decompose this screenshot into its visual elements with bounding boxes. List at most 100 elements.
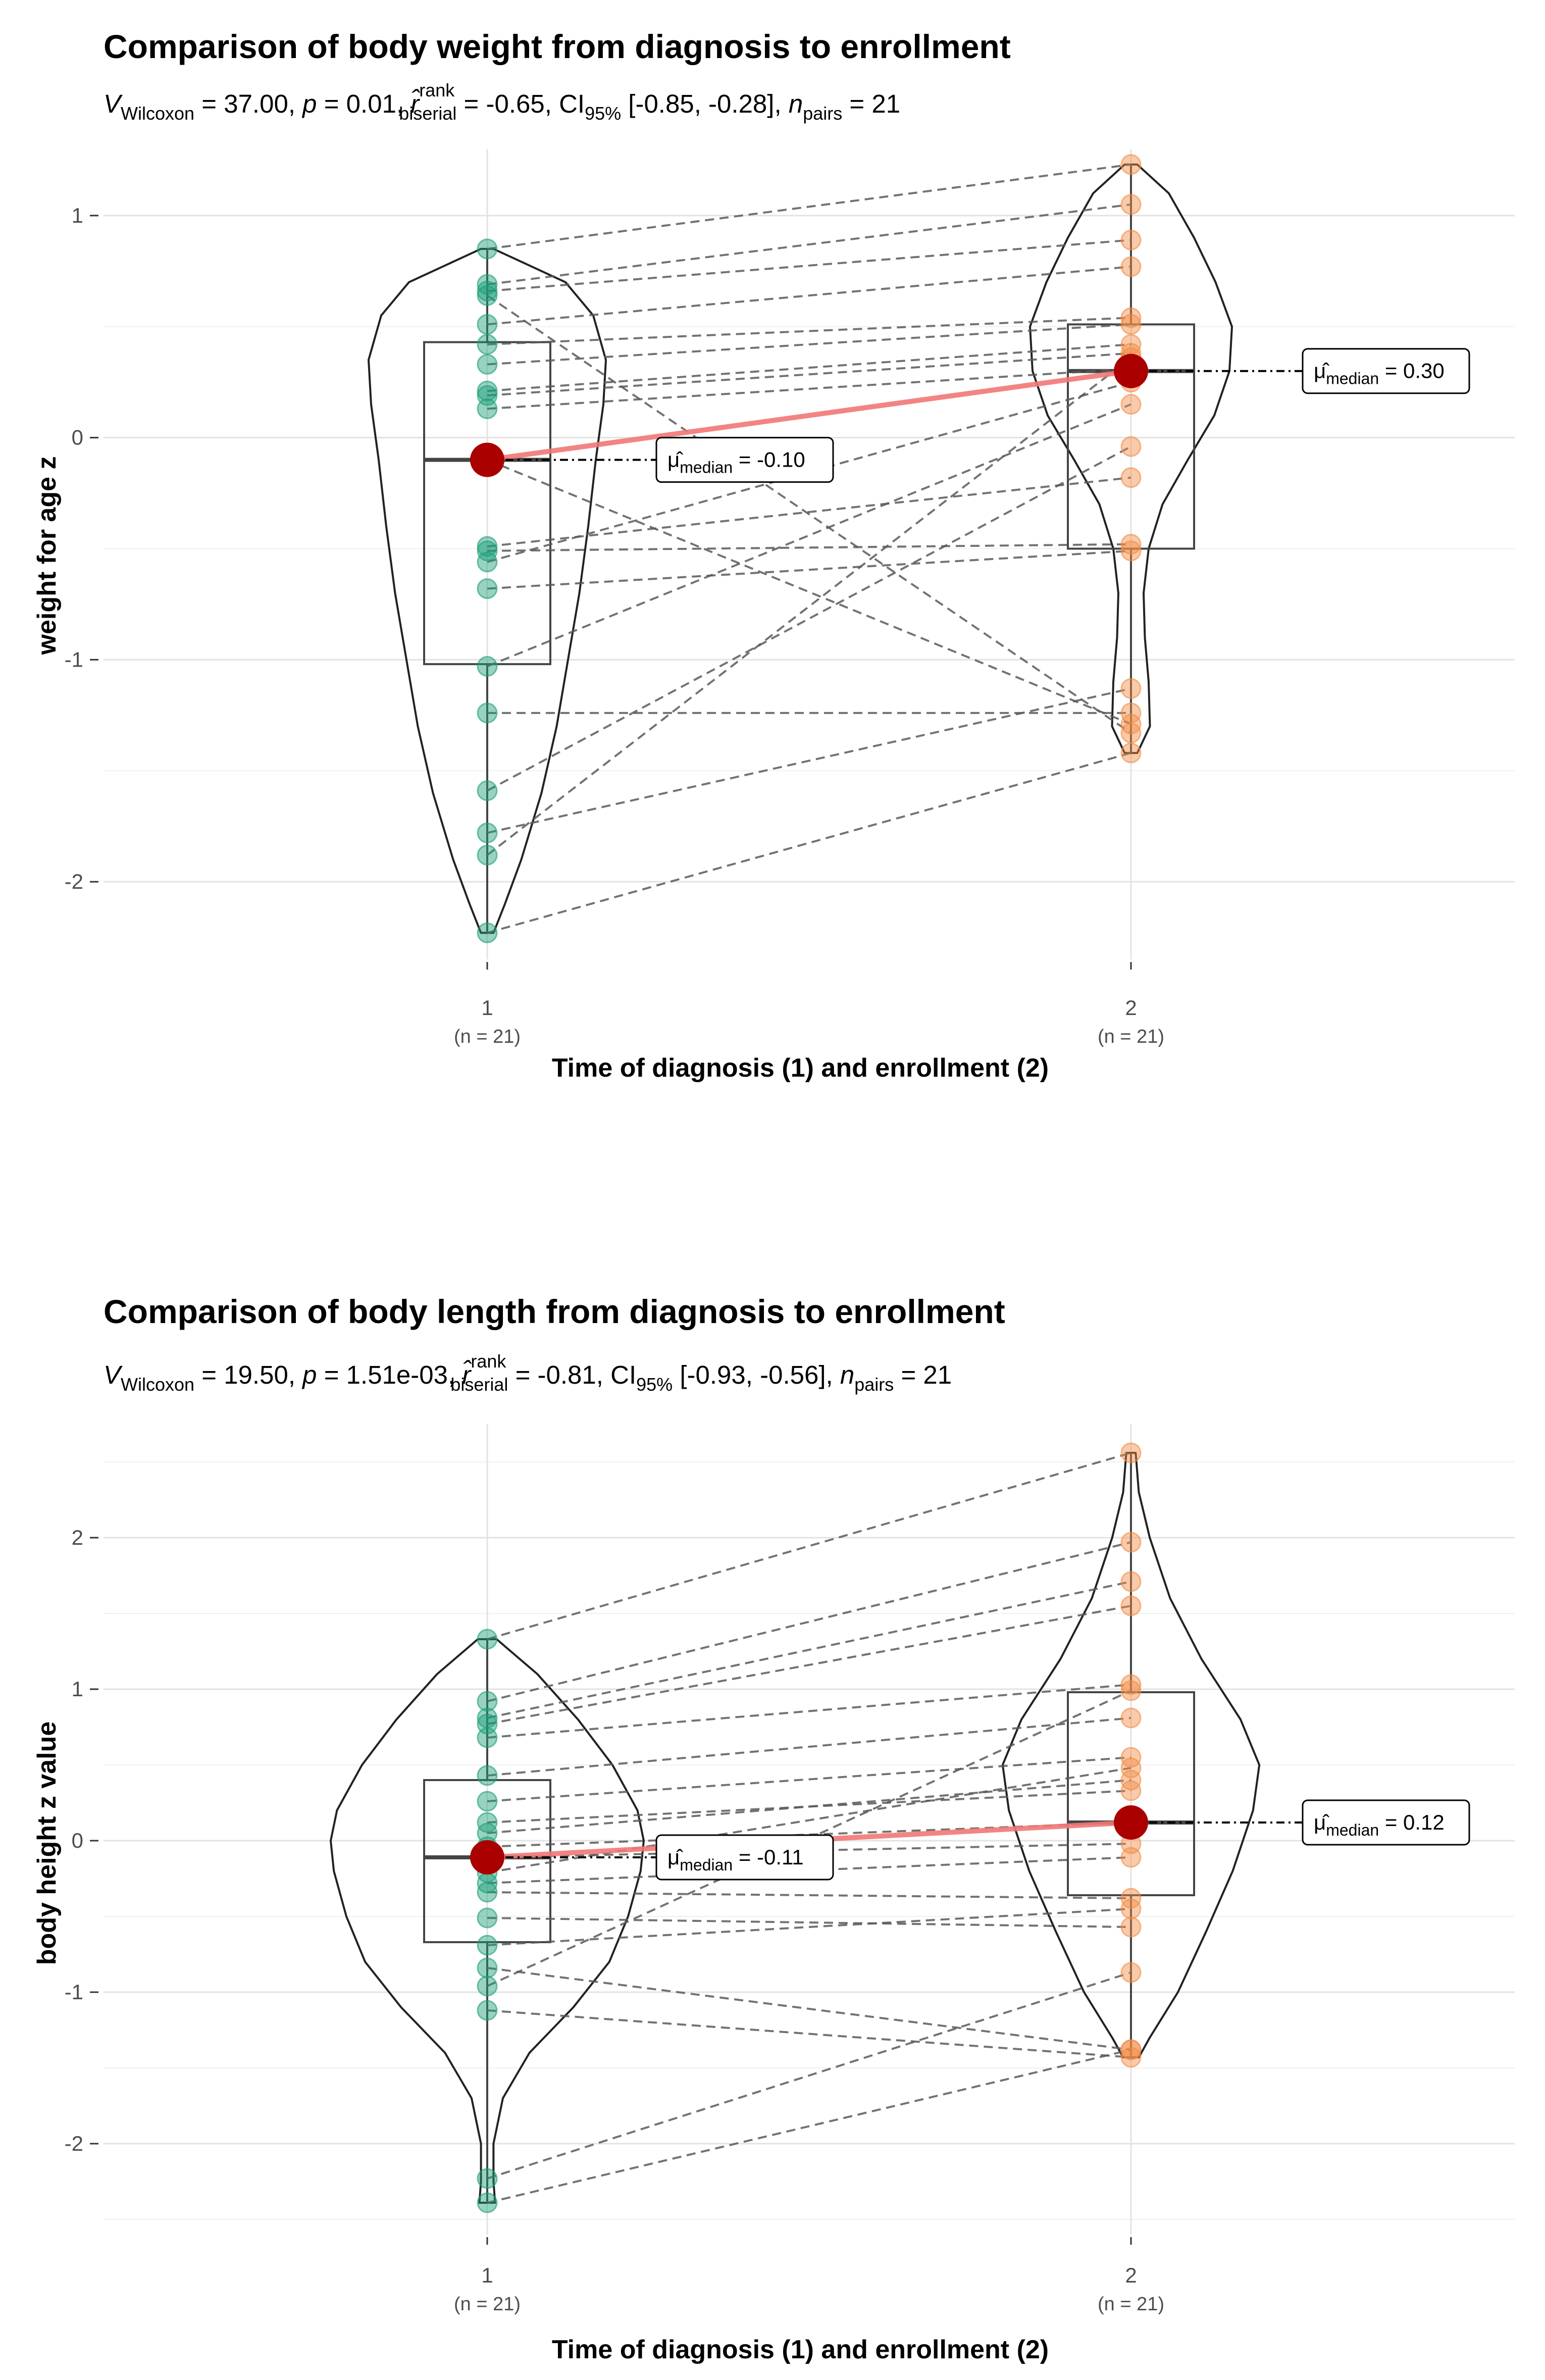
pair-line (487, 203, 1131, 286)
chart-subtitle: VWilcoxon = 19.50, p = 1.51e-03, r̂rank b… (104, 1351, 952, 1395)
data-point (1120, 256, 1142, 277)
data-point (477, 2192, 498, 2213)
y-tick-label: -2 (65, 2132, 83, 2155)
data-point (1120, 1680, 1142, 1701)
pair-line (487, 2049, 1131, 2204)
pair-line (487, 1821, 1131, 1848)
median-label-box (655, 1834, 834, 1881)
data-point (477, 1791, 498, 1812)
y-tick-label: -2 (65, 870, 83, 893)
pair-line (487, 352, 1131, 397)
data-point (1120, 2039, 1142, 2060)
data-point (1120, 314, 1142, 335)
pair-line (486, 357, 1132, 856)
data-point (477, 1727, 498, 1748)
y-axis-label: body height z value (32, 1721, 62, 1965)
data-point (477, 2168, 498, 2189)
data-point (1120, 742, 1142, 764)
median-point (1114, 1805, 1148, 1840)
y-tick-label: -1 (65, 647, 83, 671)
data-point (477, 844, 498, 866)
pair-line (487, 476, 1131, 548)
y-tick-label: -1 (65, 1980, 83, 2004)
data-point (1120, 194, 1142, 215)
data-point (477, 354, 498, 375)
data-point (1120, 1442, 1142, 1463)
data-point (477, 578, 498, 599)
data-point (1120, 1532, 1142, 1553)
box-iqr (1067, 1691, 1195, 1896)
data-point (1120, 540, 1142, 562)
y-tick-label: 1 (72, 204, 83, 227)
chart-subtitle: VWilcoxon = 37.00, p = 0.01, r̂rank biser… (104, 80, 900, 124)
violin-shape (1001, 1452, 1261, 2058)
median-label-box (1302, 1799, 1470, 1846)
data-point (477, 1765, 498, 1786)
median-label: μ̂median = 0.12 (1314, 1810, 1445, 1839)
pair-line (487, 266, 1131, 326)
n-count-label: (n = 21) (1098, 2294, 1164, 2315)
data-point (477, 1812, 498, 1833)
data-point (1120, 229, 1142, 250)
data-point (477, 540, 498, 562)
x-tick-label: 1 (481, 996, 493, 1020)
data-point (477, 398, 498, 419)
pair-line (487, 543, 1131, 552)
length-chart: Comparison of body length from diagnosis… (32, 1293, 1515, 2364)
data-point (1120, 154, 1142, 175)
data-point (477, 1882, 498, 1903)
chart-title: Comparison of body weight from diagnosis… (104, 28, 1011, 65)
x-tick-label: 2 (1125, 2263, 1137, 2287)
data-point (1120, 1571, 1142, 1592)
median-label: μ̂median = -0.10 (667, 448, 805, 477)
data-point (1120, 1769, 1142, 1791)
data-point (477, 536, 498, 557)
data-point (1120, 534, 1142, 555)
data-point (477, 551, 498, 573)
data-point (1120, 1847, 1142, 1868)
pair-line (487, 1541, 1131, 1702)
box-iqr (423, 1779, 551, 1943)
data-point (1120, 1674, 1142, 1695)
y-tick-label: 0 (72, 426, 83, 449)
pair-line (487, 1971, 1131, 2180)
data-point (477, 238, 498, 260)
data-point (1120, 1707, 1142, 1729)
pair-line (487, 2009, 1131, 2058)
data-point (477, 822, 498, 843)
data-point (1120, 1595, 1142, 1616)
n-count-label: (n = 21) (1098, 1026, 1164, 1047)
pair-line (487, 1581, 1131, 1719)
y-tick-label: 1 (72, 1677, 83, 1701)
data-point (477, 280, 498, 301)
x-axis-label: Time of diagnosis (1) and enrollment (2) (552, 2335, 1049, 2364)
pair-line (487, 752, 1131, 934)
median-label-box (655, 437, 834, 483)
data-point (477, 334, 498, 355)
data-point (1120, 722, 1142, 743)
violin-shape (368, 247, 607, 934)
pair-line (487, 381, 1131, 563)
data-point (1120, 1916, 1142, 1938)
data-point (477, 780, 498, 801)
pair-line (487, 323, 1131, 366)
y-axis-label: weight for age z (32, 457, 62, 655)
median-point (470, 1840, 504, 1875)
x-tick-label: 2 (1125, 996, 1137, 1020)
median-point (1114, 353, 1148, 388)
median-connector (487, 368, 1131, 463)
data-point (1120, 1888, 1142, 1909)
n-count-label: (n = 21) (454, 2294, 521, 2315)
x-tick-label: 1 (481, 2263, 493, 2287)
pair-line (487, 1790, 1131, 1824)
pair-line (486, 294, 1132, 734)
plot-area: -2 -1 0 1 1 (n = 21) 2 (n = 21) μ̂median = -0.10… (65, 149, 1515, 1047)
median-point (470, 442, 504, 477)
pair-line (487, 687, 1131, 834)
data-point (477, 1957, 498, 1979)
pair-line (487, 1967, 1131, 2051)
data-point (1120, 467, 1142, 488)
data-point (1120, 702, 1142, 724)
data-point (1120, 1747, 1142, 1768)
data-point (477, 1976, 498, 1997)
